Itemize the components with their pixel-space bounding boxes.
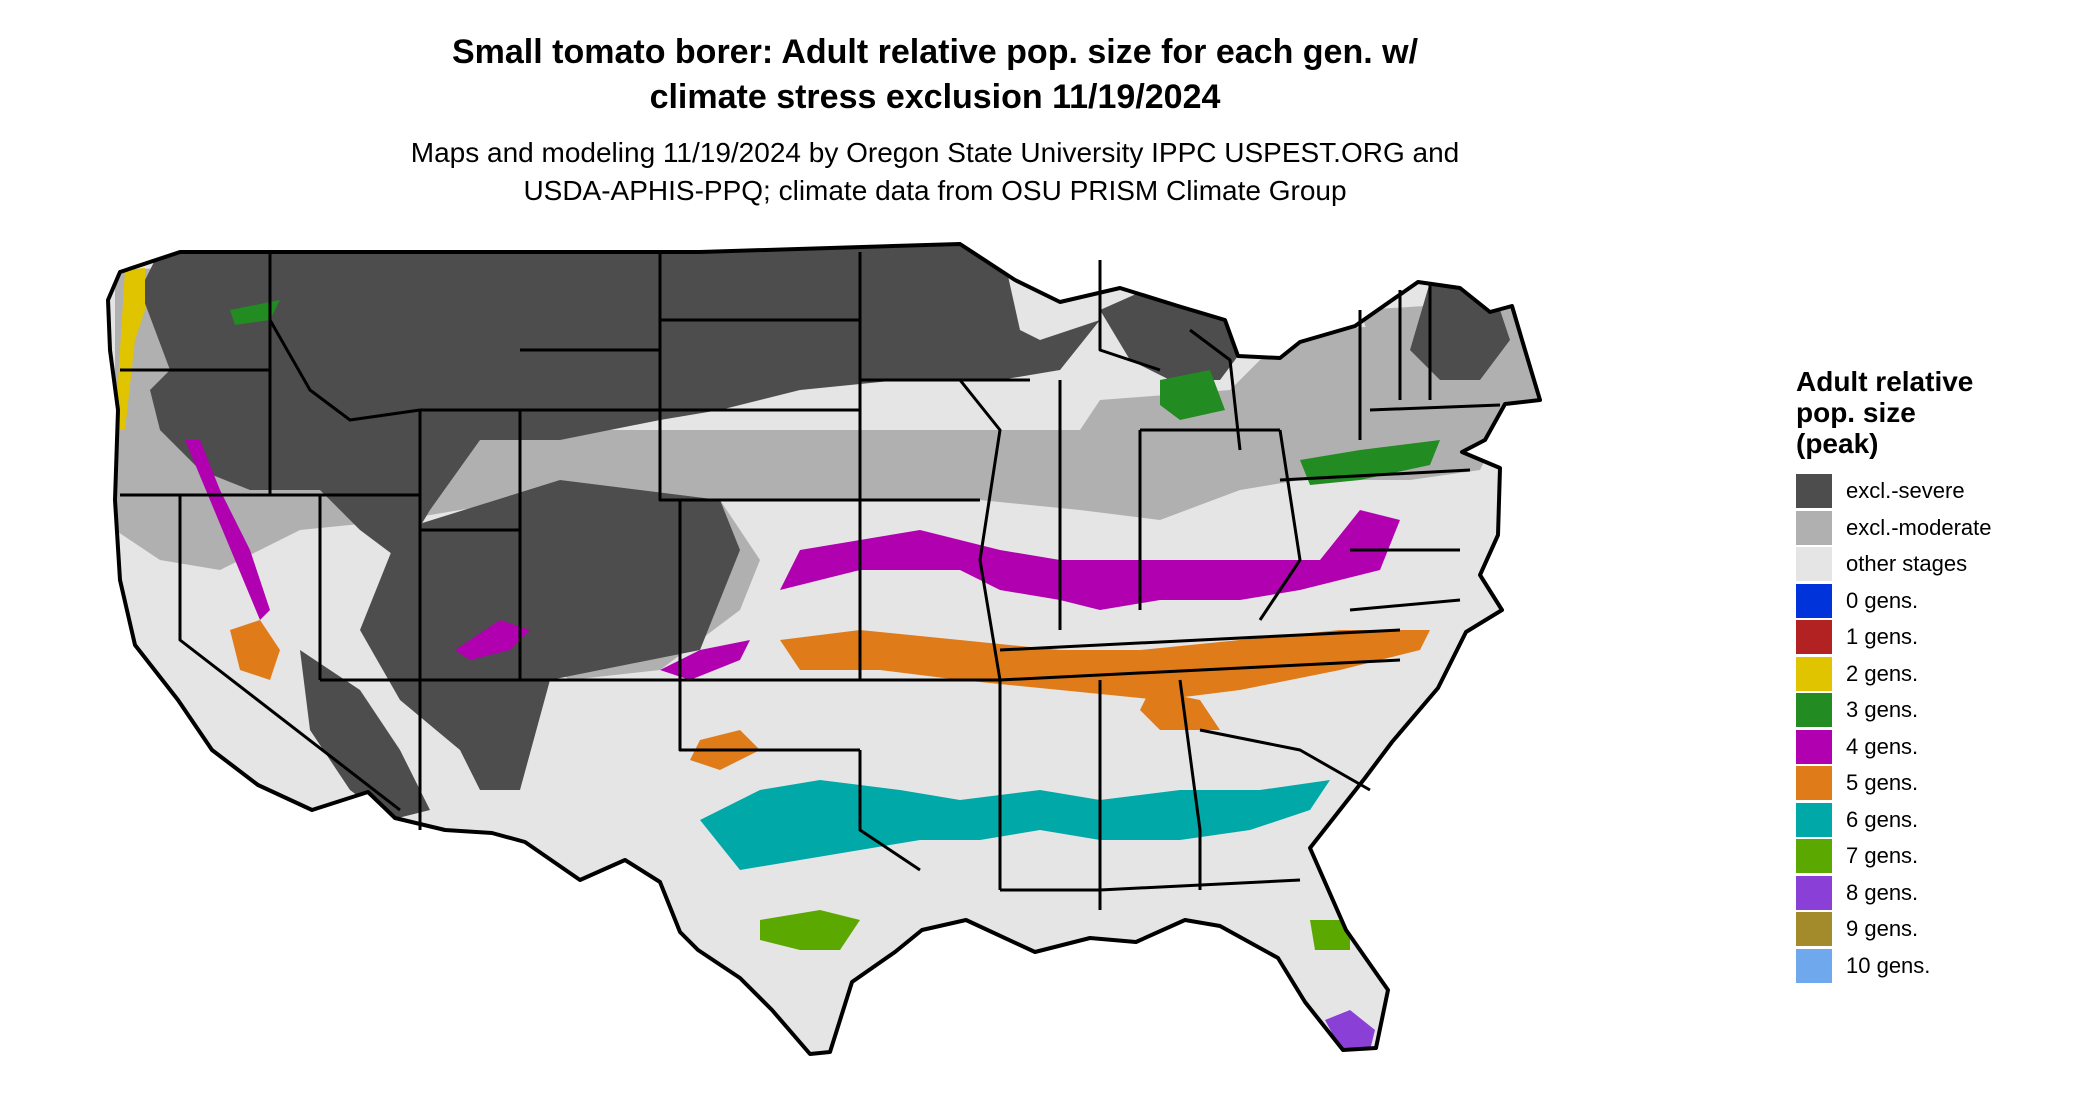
map-subtitle: Maps and modeling 11/19/2024 by Oregon S… — [250, 134, 1620, 210]
map-subtitle-line-1: Maps and modeling 11/19/2024 by Oregon S… — [410, 137, 1460, 168]
legend-item: 0 gens. — [1796, 583, 1992, 620]
region-5-gens-alabama — [1140, 690, 1220, 730]
map-raster — [108, 244, 1540, 1054]
legend-item: 5 gens. — [1796, 765, 1992, 802]
border-tx-la — [858, 750, 921, 872]
state-borders — [120, 252, 1501, 910]
legend-items: excl.-severe excl.-moderate other stages 0 … — [1796, 473, 1992, 984]
region-excl-severe-arizona — [300, 650, 430, 820]
region-7-gens-florida — [1310, 920, 1350, 950]
legend-label: 6 gens. — [1846, 806, 1919, 832]
legend-item: other stages — [1796, 546, 1992, 583]
legend-item: 7 gens. — [1796, 838, 1992, 875]
legend-label: 5 gens. — [1846, 770, 1919, 796]
legend-label: 9 gens. — [1846, 916, 1919, 942]
region-6-gens — [700, 780, 1330, 870]
legend-swatch — [1796, 839, 1832, 874]
map-title-line-2: climate stress exclusion 11/19/2024 — [649, 78, 1221, 116]
legend-item: 10 gens. — [1796, 948, 1992, 985]
legend-swatch — [1796, 620, 1832, 655]
legend-title-line-3: (peak) — [1796, 428, 1879, 459]
legend-swatch — [1796, 474, 1832, 509]
map-title-line-1: Small tomato borer: Adult relative pop. … — [451, 33, 1419, 71]
border-oh-pa-wv — [1258, 429, 1302, 621]
border-ga-sc-nc — [1199, 728, 1371, 792]
legend-swatch — [1796, 656, 1832, 691]
legend-item: 3 gens. — [1796, 692, 1992, 729]
region-5-gens-central-valley — [230, 620, 280, 680]
legend-title: Adult relative pop. size (peak) — [1796, 366, 1992, 459]
legend-label: 7 gens. — [1846, 843, 1919, 869]
legend-item: 8 gens. — [1796, 875, 1992, 912]
border-va-nc — [1349, 598, 1461, 612]
legend-label: 0 gens. — [1846, 587, 1919, 613]
legend-swatch — [1796, 948, 1832, 983]
legend-item: 9 gens. — [1796, 911, 1992, 948]
border-ne-ks — [658, 410, 860, 502]
legend-title-line-2: pop. size — [1796, 397, 1916, 428]
legend: Adult relative pop. size (peak) excl.-se… — [1796, 366, 1992, 984]
legend-item: 4 gens. — [1796, 729, 1992, 766]
border-al-ga-fl — [1099, 878, 1301, 892]
map-title: Small tomato borer: Adult relative pop. … — [250, 30, 1620, 210]
border-wi-mi — [1098, 260, 1161, 372]
border-ma — [1369, 403, 1501, 412]
border-al-ga — [1178, 679, 1202, 890]
region-4-gens — [780, 510, 1400, 610]
border-michigan-peninsula — [1189, 328, 1242, 451]
legend-label: other stages — [1846, 551, 1968, 577]
legend-label: excl.-severe — [1846, 478, 1965, 504]
legend-swatch — [1796, 766, 1832, 801]
region-excl-severe-interior-west — [360, 480, 740, 790]
region-4-gens-california — [185, 440, 270, 620]
region-3-gens-washington — [230, 300, 280, 325]
legend-label: excl.-moderate — [1846, 514, 1992, 540]
legend-label: 1 gens. — [1846, 624, 1919, 650]
map-subtitle-line-2: USDA-APHIS-PPQ; climate data from OSU PR… — [523, 175, 1347, 206]
legend-swatch — [1796, 547, 1832, 582]
region-7-gens-texas — [760, 910, 860, 950]
border-ia-il-mo — [958, 379, 1002, 681]
region-8-gens-texas — [848, 1038, 862, 1052]
legend-swatch — [1796, 510, 1832, 545]
legend-item: excl.-severe — [1796, 473, 1992, 510]
us-map — [106, 242, 1542, 1056]
region-4-gens-new-mexico — [660, 640, 750, 680]
region-4-gens-utah — [455, 620, 530, 660]
legend-swatch — [1796, 583, 1832, 618]
legend-label: 10 gens. — [1846, 952, 1931, 978]
border-ca-nv — [178, 495, 401, 812]
legend-swatch — [1796, 802, 1832, 837]
region-5-gens — [780, 630, 1430, 700]
border-tn-south — [999, 658, 1401, 682]
border-ky-tn — [999, 628, 1401, 652]
legend-label: 3 gens. — [1846, 697, 1919, 723]
border-id-mt — [268, 252, 421, 422]
border-ok-tx — [678, 680, 860, 752]
legend-swatch — [1796, 729, 1832, 764]
legend-swatch — [1796, 912, 1832, 947]
legend-item: 6 gens. — [1796, 802, 1992, 839]
legend-label: 4 gens. — [1846, 733, 1919, 759]
us-outline — [106, 242, 1542, 1056]
border-ok-ar — [858, 580, 920, 682]
region-3-gens-michigan — [1160, 370, 1225, 420]
legend-item: 2 gens. — [1796, 656, 1992, 693]
legend-label: 2 gens. — [1846, 660, 1919, 686]
legend-swatch — [1796, 693, 1832, 728]
legend-label: 8 gens. — [1846, 879, 1919, 905]
legend-item: 1 gens. — [1796, 619, 1992, 656]
region-3-gens-northeast — [1300, 440, 1440, 485]
legend-item: excl.-moderate — [1796, 510, 1992, 547]
region-2-gens — [115, 268, 145, 430]
border-pa-ny — [1279, 468, 1471, 482]
legend-swatch — [1796, 875, 1832, 910]
legend-title-line-1: Adult relative — [1796, 366, 1974, 397]
